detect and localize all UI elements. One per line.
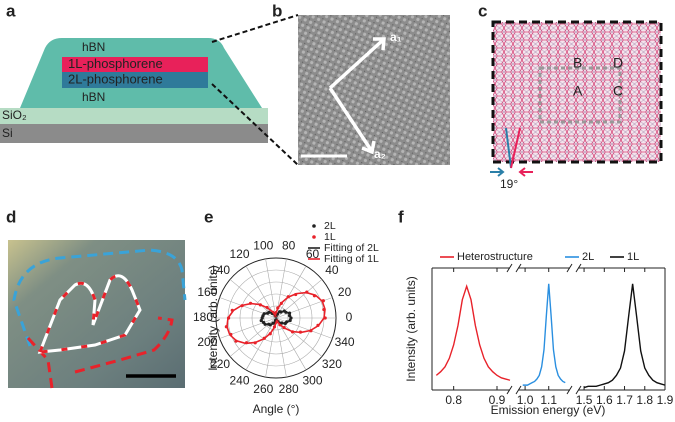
angle-tick-label: 240 bbox=[229, 373, 249, 387]
x-tick-label: 1.1 bbox=[540, 393, 557, 407]
grid-spoke bbox=[275, 265, 307, 319]
angle-tick-label: 0 bbox=[346, 310, 353, 324]
legend-label: Fitting of 2L bbox=[324, 242, 379, 254]
x-tick-label: 1.9 bbox=[657, 393, 674, 407]
legend-label: 1L bbox=[627, 251, 639, 263]
region-label: D bbox=[613, 55, 623, 71]
zoom-line bbox=[211, 83, 299, 166]
panel-label: a bbox=[6, 1, 16, 20]
x-tick-label: 1.5 bbox=[576, 393, 593, 407]
angle-tick-label: 300 bbox=[302, 373, 322, 387]
panel-label: b bbox=[272, 1, 282, 20]
angle-arrow bbox=[490, 167, 505, 177]
axis-break bbox=[506, 263, 522, 273]
axis-break bbox=[566, 263, 582, 273]
angle-tick-label: 60 bbox=[306, 247, 320, 261]
angle-tick-label: 120 bbox=[229, 247, 249, 261]
grid-spoke bbox=[219, 297, 277, 319]
y-axis-label: Intensity (arb. units) bbox=[404, 276, 418, 381]
layer-label: hBN bbox=[82, 90, 105, 104]
region-label: B bbox=[573, 55, 582, 71]
x-tick-label: 1.0 bbox=[517, 393, 534, 407]
layer-label: 1L-phosphorene bbox=[68, 56, 163, 71]
legend-label: 2L bbox=[582, 251, 594, 263]
angle-line bbox=[505, 127, 512, 169]
flake-outline bbox=[26, 316, 174, 389]
x-tick-label: 1.7 bbox=[616, 393, 633, 407]
angle-arrow bbox=[518, 167, 533, 177]
legend-marker bbox=[312, 235, 316, 239]
legend-label: Fitting of 1L bbox=[324, 253, 379, 265]
x-tick-label: 0.8 bbox=[445, 393, 462, 407]
si-layer bbox=[0, 124, 268, 143]
angle-tick-label: 260 bbox=[253, 382, 273, 396]
angle-tick-label: 100 bbox=[253, 238, 273, 252]
angle-tick-label: 220 bbox=[210, 357, 230, 371]
fit-line bbox=[226, 291, 326, 345]
layer-label: 2L-phosphorene bbox=[68, 71, 163, 86]
angle-tick-label: 200 bbox=[197, 335, 217, 349]
layer-label: SiO₂ bbox=[2, 108, 27, 122]
layer-label: Si bbox=[2, 126, 13, 140]
region-label: C bbox=[613, 83, 623, 99]
angle-tick-label: 40 bbox=[325, 263, 339, 277]
vector-label: a₂ bbox=[374, 147, 386, 161]
grid-spoke bbox=[245, 317, 277, 371]
heterostructure-outline bbox=[37, 274, 142, 354]
moire-cell bbox=[538, 66, 622, 124]
x-tick-label: 0.9 bbox=[489, 393, 506, 407]
angle-line bbox=[510, 127, 521, 169]
panel-label: f bbox=[398, 207, 404, 226]
grid-spoke bbox=[245, 265, 277, 319]
angle-tick-label: 160 bbox=[197, 285, 217, 299]
vector-label: a₁ bbox=[390, 30, 402, 44]
phosphorene-2l bbox=[62, 72, 208, 88]
legend-label: Heterostructure bbox=[457, 251, 533, 263]
panel-label: d bbox=[6, 207, 16, 226]
angle-tick-label: 80 bbox=[282, 238, 296, 252]
grid-spoke bbox=[275, 317, 307, 371]
panel-label: c bbox=[478, 1, 487, 20]
angle-tick-label: 20 bbox=[338, 285, 352, 299]
angle-tick-label: 140 bbox=[210, 263, 230, 277]
x-axis-label: Emission energy (eV) bbox=[491, 403, 606, 417]
sio2-layer bbox=[0, 108, 268, 124]
angle-tick-label: 340 bbox=[335, 335, 355, 349]
region-label: A bbox=[573, 83, 583, 99]
x-tick-label: 1.8 bbox=[636, 393, 653, 407]
grid-spoke bbox=[219, 317, 277, 339]
phosphorene-1l bbox=[62, 57, 208, 72]
panel-label: e bbox=[204, 207, 213, 226]
legend-label: 2L bbox=[324, 220, 336, 232]
flake-outline bbox=[12, 248, 187, 347]
lattice-vector bbox=[328, 87, 376, 155]
moire-pattern bbox=[491, 20, 663, 164]
legend-label: 1L bbox=[324, 231, 336, 243]
grid-spoke bbox=[275, 317, 323, 357]
lattice-vector bbox=[328, 37, 386, 90]
grid-spoke bbox=[275, 317, 287, 378]
angle-tick-label: 180 bbox=[193, 310, 213, 324]
angle-tick-label: 320 bbox=[322, 357, 342, 371]
grid-spoke bbox=[265, 258, 277, 319]
layer-label: hBN bbox=[82, 40, 105, 54]
axis-break bbox=[566, 385, 582, 395]
legend-marker bbox=[312, 224, 316, 228]
spectrum-line bbox=[522, 283, 566, 386]
zoom-line bbox=[211, 14, 299, 43]
spectrum-line bbox=[435, 284, 511, 381]
axis-break bbox=[506, 385, 522, 395]
angle-tick-label: 280 bbox=[279, 382, 299, 396]
spectrum-line bbox=[583, 283, 666, 389]
x-axis-label: Angle (°) bbox=[253, 402, 300, 416]
y-axis-label: Intensity (arb. units) bbox=[206, 265, 220, 370]
x-tick-label: 1.6 bbox=[596, 393, 613, 407]
angle-label: 19° bbox=[500, 177, 518, 191]
